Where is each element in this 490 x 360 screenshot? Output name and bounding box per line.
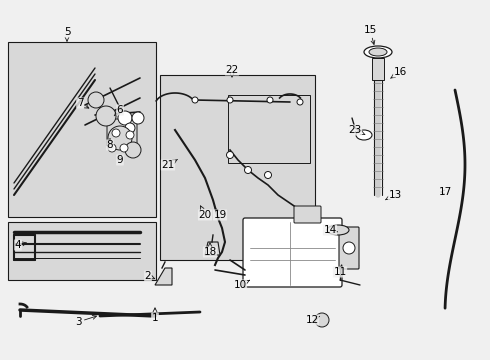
Text: 17: 17 bbox=[439, 187, 452, 197]
Circle shape bbox=[126, 131, 134, 139]
Bar bbox=[8, 42, 156, 217]
Text: 8: 8 bbox=[107, 139, 113, 150]
Text: 3: 3 bbox=[74, 315, 97, 327]
Text: 5: 5 bbox=[64, 27, 70, 41]
Circle shape bbox=[125, 123, 135, 133]
Circle shape bbox=[125, 142, 141, 158]
Circle shape bbox=[112, 129, 120, 137]
Text: 2: 2 bbox=[145, 271, 155, 281]
FancyBboxPatch shape bbox=[339, 227, 359, 269]
Text: 22: 22 bbox=[225, 65, 239, 77]
Text: 12: 12 bbox=[305, 315, 319, 325]
Text: 20: 20 bbox=[198, 206, 212, 220]
Ellipse shape bbox=[369, 48, 387, 56]
Bar bbox=[372, 58, 384, 80]
Text: 10: 10 bbox=[233, 280, 249, 290]
Text: 1: 1 bbox=[152, 308, 158, 323]
Text: 4: 4 bbox=[15, 240, 26, 250]
FancyBboxPatch shape bbox=[243, 218, 342, 287]
Text: 6: 6 bbox=[114, 105, 123, 116]
Text: 21: 21 bbox=[161, 159, 177, 170]
Circle shape bbox=[108, 144, 116, 152]
Circle shape bbox=[297, 99, 303, 105]
Text: 18: 18 bbox=[203, 243, 217, 257]
Circle shape bbox=[108, 126, 132, 150]
Text: 11: 11 bbox=[333, 265, 346, 277]
Polygon shape bbox=[155, 268, 172, 285]
Text: 7: 7 bbox=[77, 98, 89, 108]
Circle shape bbox=[343, 242, 355, 254]
Text: 9: 9 bbox=[117, 155, 123, 165]
Ellipse shape bbox=[364, 46, 392, 58]
Bar bbox=[160, 75, 315, 260]
Text: 23: 23 bbox=[348, 125, 365, 135]
Polygon shape bbox=[205, 242, 220, 255]
Circle shape bbox=[192, 97, 198, 103]
Circle shape bbox=[96, 106, 116, 126]
Ellipse shape bbox=[327, 225, 349, 235]
Text: 13: 13 bbox=[385, 190, 402, 200]
Circle shape bbox=[120, 144, 128, 152]
Circle shape bbox=[227, 97, 233, 103]
Circle shape bbox=[88, 92, 104, 108]
Circle shape bbox=[118, 111, 132, 125]
Text: 15: 15 bbox=[364, 25, 377, 44]
Text: 19: 19 bbox=[213, 209, 227, 220]
Ellipse shape bbox=[356, 130, 372, 140]
Bar bbox=[8, 222, 156, 280]
Bar bbox=[228, 95, 310, 163]
Circle shape bbox=[245, 166, 251, 174]
Text: 14: 14 bbox=[323, 225, 337, 235]
FancyBboxPatch shape bbox=[107, 119, 137, 146]
Circle shape bbox=[267, 97, 273, 103]
Circle shape bbox=[315, 313, 329, 327]
Circle shape bbox=[132, 112, 144, 124]
Text: 16: 16 bbox=[391, 67, 407, 78]
Circle shape bbox=[265, 171, 271, 179]
Circle shape bbox=[226, 152, 234, 158]
FancyBboxPatch shape bbox=[294, 206, 321, 223]
